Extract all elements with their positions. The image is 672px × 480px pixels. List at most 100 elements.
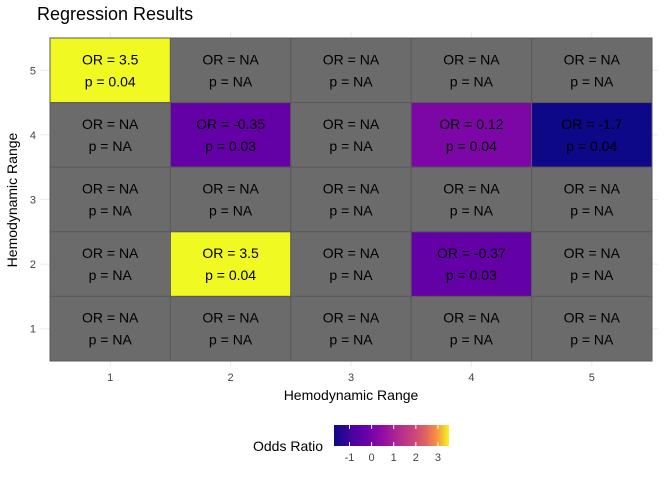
heatmap-cell: OR = -1.7 p = 0.04: [531, 102, 653, 168]
y-tick-label: 3: [30, 195, 36, 207]
heatmap-cell: OR = NA p = NA: [531, 37, 653, 104]
heatmap-cell: OR = NA p = NA: [410, 166, 533, 233]
heatmap-cell: OR = NA p = NA: [169, 295, 292, 362]
x-tick-label: 4: [468, 372, 474, 384]
cell-rect: [531, 37, 653, 104]
cell-rect: [410, 166, 533, 233]
cell-p-label: p = 0.04: [566, 138, 617, 154]
cell-or-label: OR = NA: [564, 181, 621, 197]
cell-p-label: p = NA: [209, 203, 253, 219]
cell-or-label: OR = NA: [443, 310, 500, 326]
cell-or-label: OR = NA: [82, 181, 139, 197]
heatmap-cell: OR = NA p = NA: [531, 166, 653, 233]
cell-p-label: p = NA: [329, 332, 373, 348]
cell-p-label: p = NA: [570, 267, 614, 283]
heatmap-cell: OR = NA p = NA: [290, 231, 412, 297]
cell-or-label: OR = NA: [82, 245, 139, 261]
cell-p-label: p = NA: [89, 203, 133, 219]
heatmap-cell: OR = NA p = NA: [410, 37, 533, 104]
cell-or-label: OR = NA: [323, 310, 380, 326]
heatmap-cell: OR = NA p = NA: [531, 231, 653, 297]
legend-colorbar: [334, 425, 449, 446]
heatmap-cell: OR = NA p = NA: [169, 37, 292, 104]
cell-or-label: OR = NA: [564, 310, 621, 326]
cell-rect: [410, 295, 533, 362]
cell-p-label: p = 0.03: [205, 138, 256, 154]
x-tick-label: 5: [589, 372, 595, 384]
cell-p-label: p = NA: [209, 73, 253, 89]
cell-p-label: p = NA: [329, 73, 373, 89]
cell-rect: [290, 37, 412, 104]
cell-or-label: OR = NA: [323, 51, 380, 67]
cell-or-label: OR = NA: [323, 116, 380, 132]
cell-rect: [410, 102, 533, 168]
cell-or-label: OR = NA: [443, 181, 500, 197]
heatmap-cell: OR = NA p = NA: [49, 231, 171, 297]
cell-or-label: OR = NA: [443, 51, 500, 67]
legend-tick-label: 2: [413, 452, 419, 464]
cell-p-label: p = NA: [329, 267, 373, 283]
cell-p-label: p = NA: [329, 203, 373, 219]
heatmap-cell: OR = NA p = NA: [410, 295, 533, 362]
cell-or-label: OR = NA: [564, 245, 621, 261]
cell-or-label: OR = 0.12: [439, 116, 503, 132]
y-axis-ticks: 1 2 3 4 5: [30, 65, 36, 335]
cell-p-label: p = NA: [450, 73, 494, 89]
heatmap-cell: OR = 3.5 p = 0.04: [169, 231, 292, 297]
cell-p-label: p = NA: [329, 138, 373, 154]
cell-p-label: p = NA: [570, 203, 614, 219]
heatmap-cell: OR = NA p = NA: [290, 37, 412, 104]
cell-p-label: p = NA: [89, 138, 133, 154]
cell-rect: [531, 102, 653, 168]
cell-or-label: OR = 3.5: [202, 245, 259, 261]
cell-rect: [410, 37, 533, 104]
cell-rect: [290, 231, 412, 297]
x-tick-label: 2: [228, 372, 234, 384]
cell-rect: [49, 102, 171, 168]
cell-or-label: OR = NA: [202, 181, 259, 197]
heatmap-cell: OR = NA p = NA: [290, 166, 412, 233]
heatmap-cell: OR = 0.12 p = 0.04: [410, 102, 533, 168]
cell-rect: [169, 231, 292, 297]
cell-rect: [290, 102, 412, 168]
cell-rect: [169, 102, 292, 168]
legend: Odds Ratio -1 0 1 2 3: [253, 425, 449, 464]
heatmap-cell: OR = 3.5 p = 0.04: [49, 37, 171, 104]
cell-p-label: p = 0.04: [446, 138, 497, 154]
heatmap-cell: OR = NA p = NA: [49, 295, 171, 362]
legend-ticks: -1 0 1 2 3: [345, 425, 441, 464]
cell-or-label: OR = NA: [82, 116, 139, 132]
cell-p-label: p = NA: [89, 332, 133, 348]
heatmap-cell: OR = NA p = NA: [49, 166, 171, 233]
cell-rect: [49, 37, 171, 104]
cell-rect: [49, 231, 171, 297]
x-tick-label: 1: [107, 372, 113, 384]
heatmap-cell: OR = NA p = NA: [290, 295, 412, 362]
heatmap-cell: OR = NA p = NA: [49, 102, 171, 168]
legend-tick-label: 0: [369, 452, 375, 464]
cell-or-label: OR = NA: [82, 310, 139, 326]
y-tick-label: 5: [30, 65, 36, 77]
y-tick-label: 4: [30, 130, 36, 142]
heatmap-cell: OR = NA p = NA: [290, 102, 412, 168]
cell-p-label: p = 0.04: [205, 267, 256, 283]
cell-or-label: OR = NA: [323, 181, 380, 197]
cell-or-label: OR = NA: [323, 245, 380, 261]
heatmap-cell: OR = -0.35 p = 0.03: [169, 102, 292, 168]
cell-rect: [49, 166, 171, 233]
cell-or-label: OR = NA: [564, 51, 621, 67]
cell-or-label: OR = -1.7: [561, 116, 622, 132]
cell-p-label: p = NA: [209, 332, 253, 348]
cell-rect: [290, 166, 412, 233]
legend-title: Odds Ratio: [253, 438, 323, 454]
cell-p-label: p = 0.03: [446, 267, 497, 283]
cell-or-label: OR = 3.5: [82, 51, 139, 67]
cell-or-label: OR = -0.35: [196, 116, 265, 132]
cell-or-label: OR = -0.37: [437, 245, 506, 261]
y-tick-label: 2: [30, 259, 36, 271]
cell-rect: [169, 37, 292, 104]
y-tick-label: 1: [30, 324, 36, 336]
cell-or-label: OR = NA: [202, 51, 259, 67]
heatmap-cell: OR = -0.37 p = 0.03: [410, 231, 533, 297]
